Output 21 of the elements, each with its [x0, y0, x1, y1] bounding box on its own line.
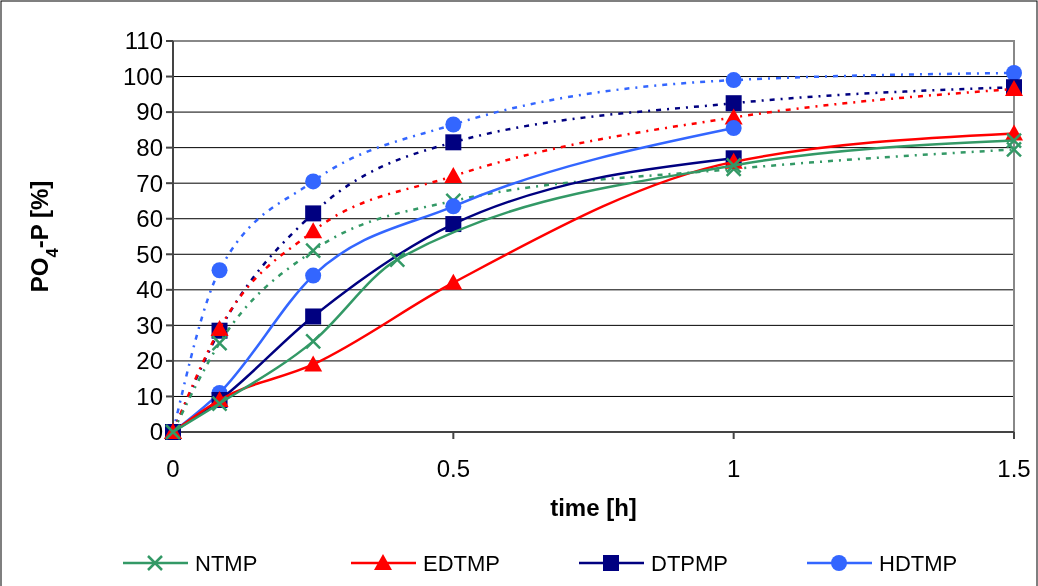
- y-tick-label: 40: [136, 276, 163, 304]
- y-tick-label: 110: [124, 27, 163, 55]
- legend-label: EDTMP: [423, 550, 500, 576]
- x-tick-label: 1: [726, 455, 741, 482]
- y-tick-label: 100: [122, 62, 163, 90]
- y-tick-label: 80: [136, 134, 163, 162]
- x-axis-title: time [h]: [550, 494, 637, 521]
- y-tick-label: 50: [136, 240, 163, 268]
- y-tick-label: 70: [136, 169, 163, 197]
- y-tick-label: 20: [136, 347, 163, 375]
- legend-label: NTMP: [195, 550, 258, 576]
- y-tick-label: 90: [136, 98, 163, 126]
- x-tick-label: 0: [166, 455, 180, 482]
- y-tick-label: 10: [136, 382, 163, 410]
- legend-label: DTPMP: [651, 550, 728, 576]
- y-tick-label: 30: [136, 311, 163, 339]
- x-tick-label: 1.5: [997, 455, 1031, 482]
- y-tick-label: 0: [149, 418, 163, 446]
- x-tick-label: 0.5: [436, 455, 471, 482]
- legend-label: HDTMP: [879, 550, 958, 576]
- y-tick-label: 60: [136, 205, 163, 233]
